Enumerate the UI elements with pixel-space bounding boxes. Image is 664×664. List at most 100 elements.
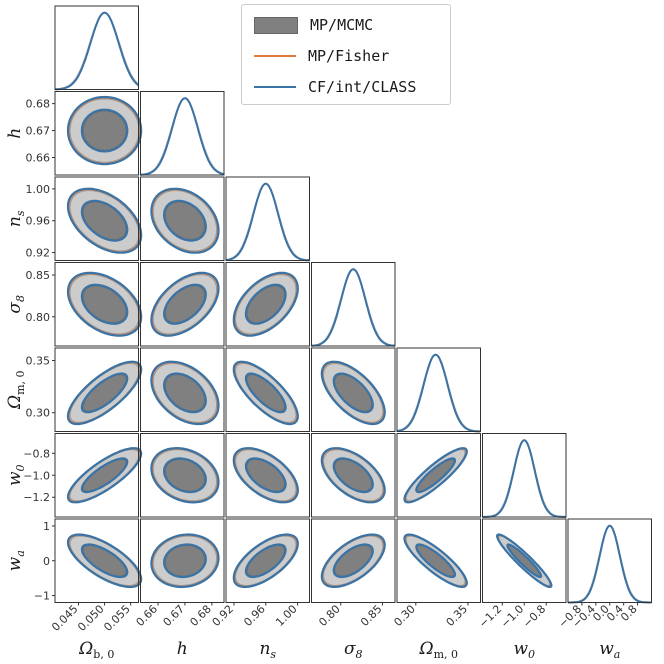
contour-class-68 — [80, 199, 129, 242]
panel-frame — [225, 347, 310, 432]
panel-frame — [54, 262, 139, 347]
x-tick-label-sigma_8: 0.85 — [358, 602, 385, 629]
x-tick-label-sigma_8: 0.80 — [316, 602, 343, 629]
panel-n_s-vs-n_s — [225, 176, 310, 262]
x-tick-label-w_0: −0.8 — [520, 602, 548, 630]
y-tick-label-w_0: −1.0 — [23, 469, 50, 482]
marginal-fisher-n_s — [225, 182, 310, 262]
y-tick-label-n_s: 0.92 — [26, 247, 51, 260]
panel-frame — [311, 347, 396, 432]
y-tick-label-n_s: 0.96 — [26, 215, 51, 228]
y-axis-label-Omega_m0: Ωm, 0 — [5, 370, 27, 410]
legend-line-fisher — [254, 55, 296, 57]
marginal-mcmc-h — [140, 97, 225, 176]
y-tick-label-h: 0.68 — [26, 98, 51, 111]
legend-line-class — [254, 86, 296, 88]
marginal-mcmc-Omega_m0 — [396, 353, 481, 433]
contour-class-68 — [244, 457, 287, 494]
contour-class-95 — [320, 360, 386, 426]
contour-class-68 — [162, 543, 207, 579]
x-tick-label-n_s: 0.96 — [241, 602, 268, 629]
x-tick-label-n_s: 0.92 — [210, 602, 237, 629]
panel-frame — [225, 262, 310, 347]
marginal-class-Omega_b0 — [55, 11, 140, 91]
panel-frame — [225, 433, 310, 518]
contour-class-95 — [232, 533, 299, 589]
contour-class-68 — [506, 543, 543, 579]
x-axis-label-h: h — [177, 639, 188, 659]
legend-item-class: CF/int/CLASS — [254, 75, 416, 99]
contour-class-68 — [415, 457, 457, 494]
y-tick-label-n_s: 1.00 — [26, 183, 51, 196]
contour-class-95 — [232, 360, 299, 426]
x-tick-label-h: 0.66 — [134, 602, 161, 629]
panel-frame — [54, 347, 139, 432]
contour-class-68 — [162, 199, 207, 242]
marginal-class-w_0 — [482, 439, 566, 518]
x-tick-label-w_0: −1.0 — [498, 602, 526, 630]
x-tick-label-w_0: −1.2 — [476, 602, 504, 630]
x-axis-label-sigma_8: σ8 — [344, 639, 363, 661]
panel-frame — [140, 176, 225, 261]
y-tick-label-h: 0.67 — [26, 125, 51, 138]
panel-frame — [396, 433, 481, 518]
marginal-class-Omega_m0 — [396, 353, 481, 433]
y-tick-label-sigma_8: 0.85 — [26, 269, 51, 282]
legend: MP/MCMC MP/Fisher CF/int/CLASS — [241, 4, 451, 105]
contour-class-95 — [150, 533, 220, 589]
panel-frame — [54, 91, 139, 176]
legend-label-mcmc: MP/MCMC — [310, 16, 374, 34]
contour-class-95 — [495, 533, 553, 589]
panel-Omega_m0-vs-n_s — [225, 347, 310, 432]
x-tick-label-n_s: 1.00 — [273, 602, 300, 629]
y-tick-label-w_a: 1 — [43, 520, 50, 533]
contour-class-68 — [162, 372, 207, 414]
contour-class-68 — [244, 283, 287, 325]
y-tick-label-w_0: −1.2 — [23, 491, 50, 504]
contour-class-95 — [403, 533, 468, 589]
panel-w_a-vs-Omega_m0: 0.30 0.35 — [391, 518, 481, 629]
panel-sigma_8-vs-n_s — [225, 262, 310, 347]
marginal-class-w_a — [568, 524, 652, 604]
x-axis-label-n_s: ns — [259, 639, 276, 661]
x-axis-label-Omega_m0: Ωm, 0 — [418, 639, 458, 661]
panel-w_0-vs-sigma_8 — [311, 433, 396, 518]
y-tick-label-w_0: −0.8 — [23, 447, 50, 460]
contour-class-68 — [80, 372, 129, 414]
legend-item-fisher: MP/Fisher — [254, 44, 389, 68]
panel-Omega_b0-vs-Omega_b0 — [54, 5, 140, 91]
legend-label-class: CF/int/CLASS — [308, 78, 417, 96]
contour-class-68 — [162, 283, 207, 325]
marginal-fisher-sigma_8 — [311, 268, 396, 347]
x-tick-label-Omega_b0: 0.050 — [75, 602, 106, 633]
panel-w_0-vs-n_s — [225, 433, 310, 518]
panel-h-vs-Omega_b0: 0.66 0.67 0.68 — [26, 91, 143, 176]
contour-class-68 — [162, 457, 207, 494]
contour-class-95 — [150, 187, 220, 254]
panel-frame — [54, 5, 139, 90]
panel-Omega_m0-vs-Omega_m0 — [396, 347, 481, 433]
panel-frame — [311, 262, 396, 347]
panel-frame — [396, 518, 481, 603]
legend-swatch-mcmc — [254, 16, 298, 34]
marginal-mcmc-n_s — [225, 182, 310, 262]
panel-frame — [54, 176, 139, 261]
contour-class-95 — [66, 533, 143, 589]
contour-class-95 — [320, 533, 386, 589]
contour-class-95 — [403, 447, 468, 504]
y-axis-label-sigma_8: σ8 — [5, 295, 27, 314]
marginal-class-h — [140, 97, 225, 176]
contour-class-68 — [80, 283, 129, 325]
contour-class-68 — [244, 543, 287, 579]
panel-frame — [396, 347, 481, 432]
x-axis-label-w_0: w0 — [513, 639, 535, 661]
panel-Omega_m0-vs-Omega_b0: 0.30 0.35 — [26, 347, 143, 432]
x-tick-label-Omega_b0: 0.045 — [49, 602, 80, 633]
panel-frame — [140, 91, 225, 176]
marginal-fisher-w_0 — [482, 439, 566, 518]
contour-class-95 — [66, 271, 143, 337]
marginal-mcmc-w_0 — [482, 439, 567, 518]
contour-class-95 — [320, 447, 386, 504]
